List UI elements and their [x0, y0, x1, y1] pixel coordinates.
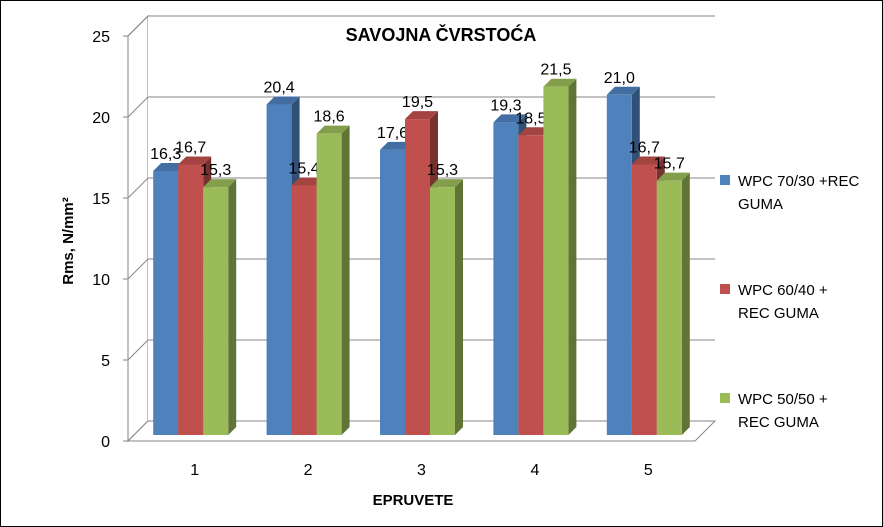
legend-label: REC GUMA	[738, 305, 819, 322]
bar-front	[606, 94, 632, 436]
data-label: 21,5	[540, 62, 571, 79]
bar-top	[606, 86, 640, 95]
y-tick-label: 15	[92, 191, 110, 208]
data-label: 21,0	[604, 70, 635, 87]
y-tick-label: 20	[92, 110, 110, 127]
x-tick-label: 2	[304, 462, 313, 479]
bar-front	[178, 164, 204, 435]
bar-3-1	[203, 179, 237, 435]
gridline-side	[127, 258, 149, 280]
x-tick-label: 4	[530, 462, 539, 479]
legend-label: GUMA	[738, 196, 783, 213]
x-tick-label: 5	[644, 462, 653, 479]
bar-side	[341, 125, 350, 436]
bar-front	[631, 164, 657, 435]
bar-top	[291, 177, 325, 186]
bar-top	[380, 141, 413, 150]
gridline-side	[127, 15, 149, 37]
data-label: 15,3	[200, 162, 231, 179]
gridline-side	[127, 177, 149, 199]
bar-top	[543, 78, 577, 87]
data-label: 16,7	[175, 139, 206, 156]
bar-front	[291, 185, 317, 435]
bar-side	[228, 179, 237, 435]
data-label: 16,3	[150, 146, 181, 163]
bar-front	[518, 135, 544, 436]
bar-top	[203, 179, 237, 188]
bar-front	[266, 104, 292, 436]
bar-front	[493, 122, 519, 435]
chart-title: SAVOJNA ČVRSTOĆA	[346, 24, 537, 45]
bar-front	[543, 86, 569, 435]
bar-side	[568, 78, 577, 435]
bar-top	[656, 172, 690, 181]
legend-swatch	[720, 393, 730, 403]
bar-front	[316, 133, 342, 435]
bar-3-2	[316, 125, 350, 436]
bar-top	[316, 125, 350, 134]
x-axis-title: EPRUVETE	[373, 492, 454, 509]
data-label: 15,7	[654, 156, 685, 173]
bar-top	[631, 156, 665, 165]
x-tick-label: 1	[190, 462, 199, 479]
data-label: 19,5	[402, 94, 433, 111]
bar-3-3	[430, 179, 463, 435]
bar-front	[203, 187, 229, 435]
x-tick-label: 3	[417, 462, 426, 479]
gridline-side	[127, 339, 149, 361]
bar-top	[493, 114, 527, 123]
legend-label: WPC 60/40 +	[738, 282, 828, 299]
bar-top	[153, 162, 187, 171]
data-label: 15,4	[289, 161, 320, 178]
y-axis-title: Rms, N/mm²	[60, 197, 77, 285]
y-tick-label: 25	[92, 29, 110, 46]
bar-top	[178, 156, 212, 165]
legend-swatch	[720, 175, 730, 185]
legend-swatch	[720, 284, 730, 294]
data-label: 17,6	[377, 125, 408, 142]
bar-top	[405, 111, 438, 120]
legend-label: REC GUMA	[738, 414, 819, 431]
legend-label: WPC 50/50 +	[738, 391, 828, 408]
bar-top	[430, 179, 463, 188]
bar-side	[455, 179, 463, 435]
bar-front	[430, 187, 455, 435]
data-label: 20,4	[264, 80, 295, 97]
y-tick-label: 0	[101, 434, 110, 451]
bar-front	[656, 180, 682, 435]
bar-3-5	[656, 172, 690, 435]
bar-front	[405, 119, 430, 435]
bar-front	[380, 149, 405, 435]
data-label: 19,3	[490, 97, 521, 114]
side-wall	[127, 14, 149, 443]
bar-3-4	[543, 78, 577, 435]
y-tick-label: 5	[101, 353, 110, 370]
data-label: 16,7	[629, 139, 660, 156]
bar-top	[518, 127, 552, 136]
data-label: 18,6	[314, 109, 345, 126]
y-tick-label: 10	[92, 272, 110, 289]
data-label: 15,3	[427, 162, 458, 179]
bar-top	[266, 96, 300, 105]
gridline-side	[127, 96, 149, 118]
legend-label: WPC 70/30 +REC	[738, 173, 859, 190]
bar-side	[681, 172, 690, 435]
bar-front	[153, 170, 179, 435]
data-label: 18,5	[515, 110, 546, 127]
